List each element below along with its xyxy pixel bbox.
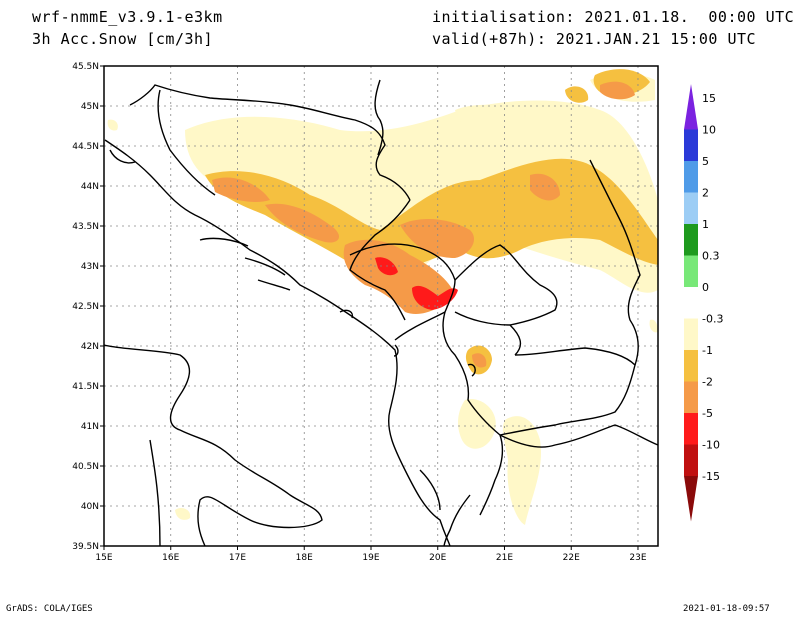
- lat-tick-label: 44.5N: [72, 142, 99, 152]
- footer-timestamp: 2021-01-18-09:57: [683, 604, 770, 614]
- variable-title: 3h Acc.Snow [cm/3h]: [32, 30, 214, 48]
- lon-tick-label: 22E: [563, 553, 580, 563]
- coastlines-borders: [104, 79, 658, 546]
- lon-tick-label: 21E: [496, 553, 513, 563]
- color-bar-label: 15: [702, 92, 716, 105]
- color-bar-segment: [684, 350, 698, 382]
- color-bar-segment: [684, 318, 698, 350]
- color-bar-label: 10: [702, 124, 716, 137]
- lon-tick-label: 20E: [429, 553, 446, 563]
- lat-tick-label: 43N: [81, 262, 99, 272]
- color-bar-segment: [684, 255, 698, 287]
- lon-tick-label: 17E: [229, 553, 246, 563]
- color-bar-label: -5: [702, 407, 713, 420]
- color-bar-label: -10: [702, 439, 720, 452]
- color-bar-label: 0: [702, 281, 709, 294]
- lon-tick-label: 23E: [629, 553, 646, 563]
- latitude-labels: 45.5N 45N 44.5N 44N 43.5N 43N 42.5N 42N 41.5N 41N…: [72, 62, 104, 552]
- lat-tick-label: 42N: [81, 342, 99, 352]
- lat-tick-label: 42.5N: [72, 302, 99, 312]
- lon-tick-label: 19E: [362, 553, 379, 563]
- color-bar-label: 1: [702, 218, 709, 231]
- footer-credit: GrADS: COLA/IGES: [6, 604, 93, 614]
- color-bar-label: 5: [702, 155, 709, 168]
- valid-time: valid(+87h): 2021.JAN.21 15:00 UTC: [432, 30, 757, 48]
- lon-tick-label: 18E: [296, 553, 313, 563]
- lat-tick-label: 39.5N: [72, 542, 99, 552]
- lat-tick-label: 43.5N: [72, 222, 99, 232]
- color-bar-segment: [684, 224, 698, 256]
- lat-tick-label: 41.5N: [72, 382, 99, 392]
- color-bar-label: 0.3: [702, 250, 720, 263]
- color-bar-segment: [684, 381, 698, 413]
- color-bar-segment: [684, 476, 698, 522]
- lat-tick-label: 45.5N: [72, 62, 99, 72]
- color-bar-segment: [684, 161, 698, 193]
- color-bar-label: -15: [702, 470, 720, 483]
- color-bar-segment: [684, 129, 698, 161]
- lon-tick-label: 15E: [95, 553, 112, 563]
- lon-tick-label: 16E: [162, 553, 179, 563]
- color-bar-segment: [684, 84, 698, 130]
- color-bar-segment: [684, 287, 698, 319]
- lat-tick-label: 40.5N: [72, 462, 99, 472]
- longitude-labels: 15E 16E 17E 18E 19E 20E 21E 22E 23E: [95, 546, 647, 563]
- lat-tick-label: 44N: [81, 182, 99, 192]
- color-bar-label: 2: [702, 187, 709, 200]
- lat-tick-label: 40N: [81, 502, 99, 512]
- init-time: initialisation: 2021.01.18. 00:00 UTC: [432, 8, 795, 26]
- color-bar-label: -2: [702, 376, 713, 389]
- lat-tick-label: 45N: [81, 102, 99, 112]
- snow-light-areas: [107, 73, 658, 525]
- color-bar-segment: [684, 413, 698, 445]
- color-bar-labels: 15 10 5 2 1 0.3 0 -0.3 -1 -2 -5 -10 -15: [702, 92, 723, 483]
- color-bar-segment: [684, 192, 698, 224]
- color-bar-label: -0.3: [702, 313, 723, 326]
- model-title: wrf-nmmE_v3.9.1-e3km: [32, 8, 223, 26]
- snow-field: [107, 69, 658, 525]
- color-bar-label: -1: [702, 344, 713, 357]
- color-bar: [684, 84, 698, 522]
- color-bar-segment: [684, 444, 698, 476]
- lat-tick-label: 41N: [81, 422, 99, 432]
